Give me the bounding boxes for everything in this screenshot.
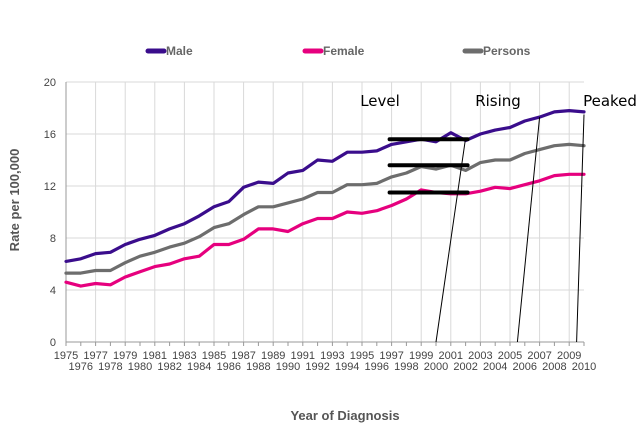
x-tick-label: 1986 [217,361,241,373]
x-tick-label: 2001 [439,350,463,362]
x-tick-label: 2008 [542,361,566,373]
x-tick-label: 1997 [379,350,403,362]
x-tick-label: 1989 [261,350,285,362]
legend-label-female: Female [323,44,365,58]
x-tick-label: 2010 [572,361,596,373]
x-tick-label: 1984 [187,361,211,373]
x-axis-ticks: 1975197619771978197919801981198219831984… [54,342,596,373]
y-axis-ticks: 0 4 8 12 16 20 [44,77,56,349]
x-tick-label: 1983 [172,350,196,362]
legend-label-persons: Persons [483,44,531,58]
x-tick-label: 2004 [483,361,507,373]
axes [65,82,584,343]
x-tick-label: 1996 [365,361,389,373]
x-tick-label: 2003 [468,350,492,362]
legend: Male Female Persons [145,44,531,58]
y-tick-label: 12 [44,181,56,193]
x-tick-label: 1981 [143,350,167,362]
series-lines [64,108,586,288]
y-tick-label: 0 [50,337,56,349]
x-tick-label: 1988 [246,361,270,373]
x-tick-label: 1990 [276,361,300,373]
x-tick-label: 1982 [157,361,181,373]
x-tick-label: 2006 [513,361,537,373]
legend-label-male: Male [166,44,193,58]
annotation-pointer-line [576,114,585,343]
x-tick-label: 1980 [128,361,152,373]
series-line-female [64,172,586,288]
highlight-bands [387,137,470,195]
x-tick-label: 1999 [409,350,433,362]
annotation-pointer-line [435,137,467,343]
x-tick-label: 1977 [83,350,107,362]
x-tick-label: 1998 [394,361,418,373]
annotations: Level Rising Peaked [360,92,637,343]
x-tick-label: 1995 [350,350,374,362]
y-axis-title: Rate per 100,000 [7,149,22,252]
x-tick-label: 2009 [557,350,581,362]
series-line-male [64,108,586,263]
x-tick-label: 1979 [113,350,137,362]
x-tick-label: 1976 [69,361,93,373]
x-tick-label: 1991 [291,350,315,362]
x-tick-label: 1978 [98,361,122,373]
x-tick-label: 1994 [335,361,359,373]
x-tick-label: 1992 [305,361,329,373]
y-tick-label: 20 [44,77,56,89]
x-axis-title: Year of Diagnosis [290,408,399,423]
x-tick-label: 1985 [202,350,226,362]
annotation-pointer-line [516,117,541,343]
x-tick-label: 2002 [453,361,477,373]
series-line-persons [64,142,586,275]
x-tick-label: 2000 [424,361,448,373]
x-tick-label: 1987 [231,350,255,362]
y-tick-label: 8 [50,233,56,245]
y-tick-label: 4 [50,285,56,297]
x-tick-label: 1993 [320,350,344,362]
x-tick-label: 2007 [527,350,551,362]
annotation-label: Level [360,92,400,110]
x-tick-label: 1975 [54,350,78,362]
annotation-label: Peaked [583,92,637,110]
gridlines [65,81,584,343]
y-tick-label: 16 [44,129,56,141]
x-tick-label: 2005 [498,350,522,362]
annotation-label: Rising [475,92,521,110]
